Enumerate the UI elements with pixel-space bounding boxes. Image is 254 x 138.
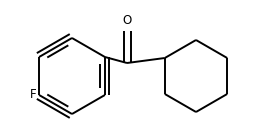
Text: F: F: [29, 88, 36, 102]
Text: O: O: [122, 14, 132, 27]
